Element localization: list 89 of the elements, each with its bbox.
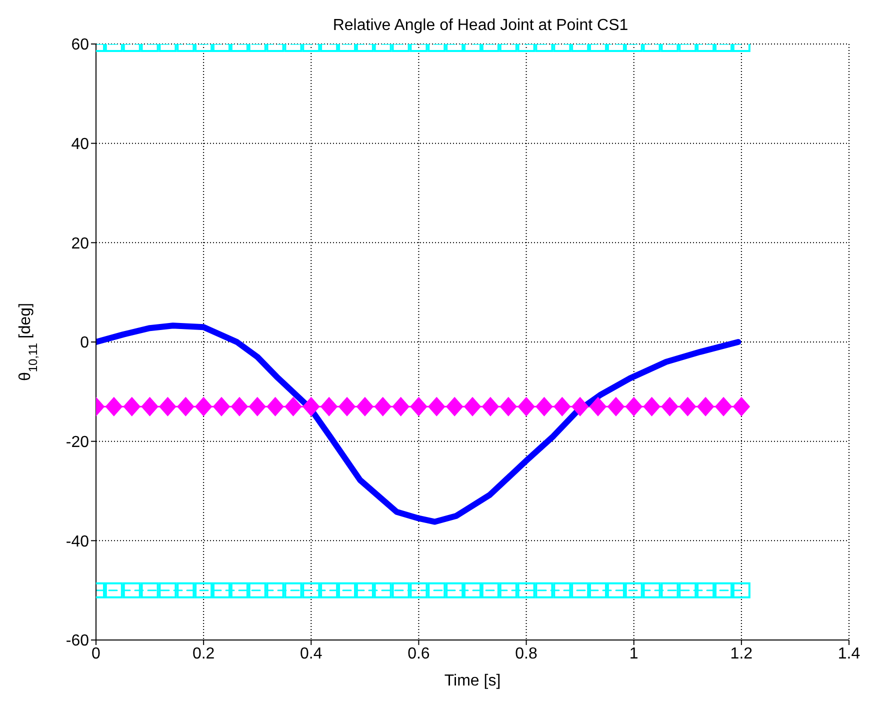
point [177,397,194,416]
y-tick-label: -40 [66,533,90,550]
point [230,397,248,416]
x-tick-label: 1 [629,645,638,662]
point [464,582,482,598]
point [159,397,176,416]
point [158,582,177,598]
point [571,582,590,598]
point [105,397,122,416]
point [517,582,536,598]
point [642,582,661,598]
point [428,582,446,598]
point [338,582,356,598]
point [230,582,248,598]
point [714,582,733,598]
point [410,397,428,416]
point [195,397,212,416]
point [660,582,679,598]
point [141,397,158,416]
point [572,397,589,416]
point [732,397,750,416]
point [732,582,750,598]
point [679,397,696,416]
x-tick-label: 1.4 [838,645,860,662]
point [624,582,643,598]
x-tick-label: 0.6 [408,645,430,662]
x-axis-title: Time [s] [444,672,501,690]
point [212,397,230,416]
point [392,397,410,416]
point [392,582,410,598]
point [589,397,606,416]
y-tick-label: 60 [71,36,90,54]
point [588,582,607,598]
point [481,582,500,598]
x-tick-label: 0.8 [515,645,538,662]
x-tick-label: 0 [92,645,101,662]
point [553,582,572,598]
point [104,582,123,598]
point [625,397,642,416]
point [338,397,356,416]
point [696,582,715,598]
point [302,582,320,598]
point [320,582,338,598]
point [176,582,195,598]
point [194,582,213,598]
point [248,397,266,416]
point [122,582,141,598]
x-tick-label: 1.2 [730,645,753,662]
point [140,582,159,598]
point [123,397,140,416]
point [374,397,392,416]
point [643,397,660,416]
point [607,397,624,416]
point [284,397,302,416]
point [482,397,499,416]
y-tick-label: -60 [66,632,90,650]
point [356,397,374,416]
point [302,397,320,416]
point [410,582,428,598]
chart-title: Relative Angle of Head Joint at Point CS1 [332,17,628,34]
point [499,582,518,598]
y-tick-label: 40 [71,136,90,154]
point [535,582,554,598]
point [464,397,481,416]
point [697,397,714,416]
point [606,582,625,598]
point [284,582,302,598]
point [320,397,338,416]
y-tick-label: -20 [66,434,90,452]
point [715,397,732,416]
point [266,582,284,598]
point [266,397,284,416]
point [356,582,374,598]
point [536,397,553,416]
y-tick-label: 20 [71,235,90,252]
point [248,582,266,598]
point [554,397,571,416]
point [446,397,464,416]
x-tick-label: 0.4 [300,645,322,662]
point [518,397,535,416]
point [428,397,446,416]
point [212,582,230,598]
point [678,582,697,598]
point [446,582,464,598]
point [500,397,517,416]
x-tick-label: 0.2 [192,645,215,662]
point [661,397,678,416]
point [374,582,392,598]
y-tick-label: 0 [80,334,90,352]
